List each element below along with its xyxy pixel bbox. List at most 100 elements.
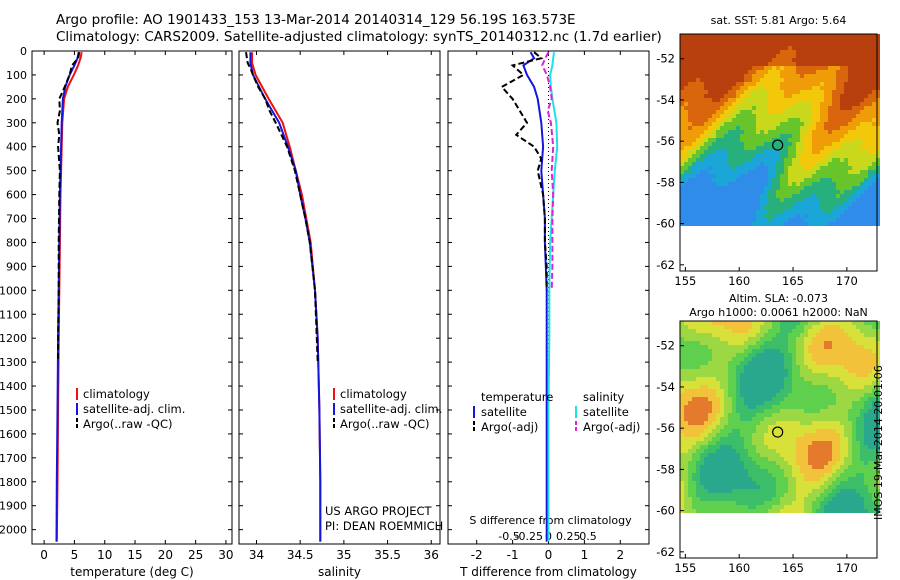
map-cell <box>688 349 692 353</box>
map-cell <box>872 493 876 497</box>
map-cell <box>684 62 688 66</box>
map-cell <box>696 210 700 214</box>
map-cell <box>780 150 784 154</box>
map-cell <box>756 222 760 226</box>
map-cell <box>844 62 848 66</box>
map-cell <box>744 445 748 449</box>
map-cell <box>776 110 780 114</box>
map-cell <box>728 385 732 389</box>
map-cell <box>772 401 776 405</box>
map-cell <box>724 186 728 190</box>
map-cell <box>704 90 708 94</box>
map-cell <box>832 345 836 349</box>
x-tick-label: 36 <box>424 548 439 562</box>
map-cell <box>688 210 692 214</box>
map-cell <box>728 170 732 174</box>
map-cell <box>840 329 844 333</box>
map-cell <box>772 78 776 82</box>
map-cell <box>788 413 792 417</box>
map-cell <box>704 46 708 50</box>
map-cell <box>848 361 852 365</box>
map-cell <box>812 182 816 186</box>
map-cell <box>832 50 836 54</box>
map-cell <box>856 214 860 218</box>
map-cell <box>736 134 740 138</box>
map-cell <box>876 194 880 198</box>
map-cell <box>812 70 816 74</box>
map-cell <box>816 182 820 186</box>
map-cell <box>772 162 776 166</box>
map-cell <box>768 166 772 170</box>
map-cell <box>704 417 708 421</box>
map-cell <box>848 102 852 106</box>
map-cell <box>876 393 880 397</box>
map-cell <box>856 465 860 469</box>
map-cell <box>796 146 800 150</box>
map-cell <box>720 58 724 62</box>
map-cell <box>736 86 740 90</box>
map-cell <box>752 110 756 114</box>
map-cell <box>764 441 768 445</box>
map-cell <box>780 445 784 449</box>
map-cell <box>772 182 776 186</box>
map-cell <box>768 489 772 493</box>
map-cell <box>756 94 760 98</box>
map-cell <box>836 397 840 401</box>
map-cell <box>852 345 856 349</box>
map-cell <box>788 134 792 138</box>
map-cell <box>860 421 864 425</box>
map-cell <box>704 142 708 146</box>
map-cell <box>780 102 784 106</box>
map-cell <box>860 218 864 222</box>
map-cell <box>868 377 872 381</box>
map-cell <box>740 50 744 54</box>
map-cell <box>796 413 800 417</box>
map-cell <box>800 441 804 445</box>
map-cell <box>828 381 832 385</box>
map-cell <box>856 333 860 337</box>
map-cell <box>804 106 808 110</box>
map-cell <box>864 170 868 174</box>
y-tick-label: 700 <box>6 213 27 226</box>
map-cell <box>712 413 716 417</box>
map-cell <box>844 429 848 433</box>
series-line-s-satellite <box>547 52 559 542</box>
map-cell <box>840 90 844 94</box>
map-cell <box>844 333 848 337</box>
map-cell <box>760 485 764 489</box>
map-cell <box>696 417 700 421</box>
map-cell <box>688 385 692 389</box>
map-cell <box>740 118 744 122</box>
map-cell <box>792 206 796 210</box>
map-cell <box>712 58 716 62</box>
map-cell <box>876 142 880 146</box>
map-cell <box>876 373 880 377</box>
map-cell <box>816 34 820 38</box>
map-cell <box>728 122 732 126</box>
map-cell <box>780 202 784 206</box>
map-cell <box>876 46 880 50</box>
map-cell <box>804 381 808 385</box>
map-cell <box>836 389 840 393</box>
map-cell <box>796 473 800 477</box>
map-cell <box>740 505 744 509</box>
map-cell <box>712 150 716 154</box>
map-cell <box>876 78 880 82</box>
map-cell <box>776 194 780 198</box>
map-cell <box>700 126 704 130</box>
map-cell <box>868 337 872 341</box>
map-cell <box>848 62 852 66</box>
map-cell <box>724 126 728 130</box>
map-cell <box>716 497 720 501</box>
map-cell <box>728 202 732 206</box>
map-cell <box>748 381 752 385</box>
map-cell <box>760 473 764 477</box>
map-cell <box>808 66 812 70</box>
map-cell <box>776 445 780 449</box>
map-cell <box>692 321 696 325</box>
map-cell <box>808 357 812 361</box>
map-cell <box>752 481 756 485</box>
map-cell <box>680 174 684 178</box>
map-cell <box>780 409 784 413</box>
map-cell <box>864 118 868 122</box>
